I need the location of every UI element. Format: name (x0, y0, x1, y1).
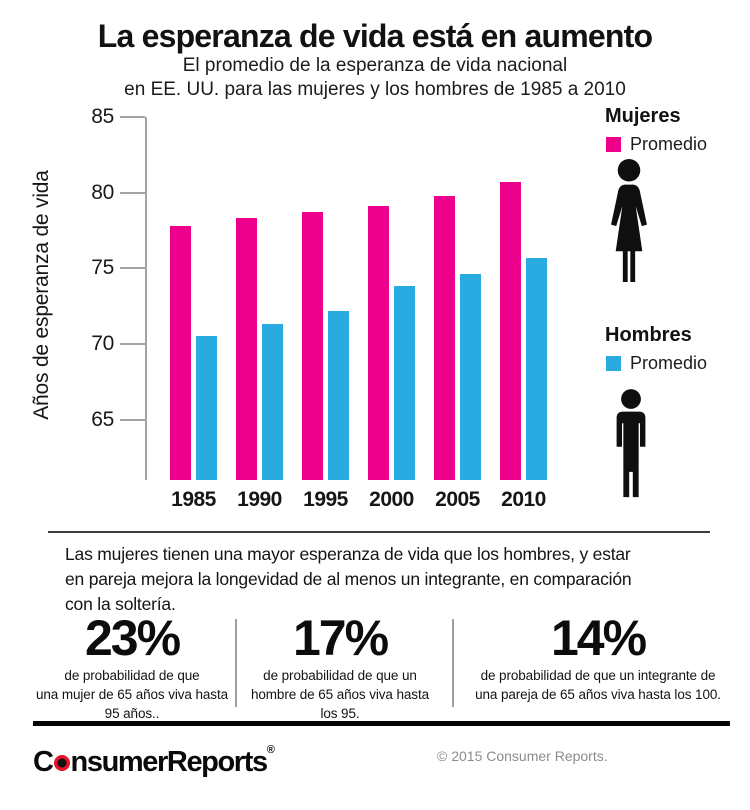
bar-mujeres-1985 (170, 225, 191, 480)
mujeres-color-swatch (606, 137, 621, 152)
stat-desc-line: 95 años.. (104, 706, 160, 721)
bar-hombres-2000 (394, 286, 415, 480)
hombres-color-swatch (606, 356, 621, 371)
y-tick-80 (120, 191, 145, 194)
y-tick-label-80: 80 (91, 180, 114, 204)
stat-desc-line: una mujer de 65 años viva hasta (35, 687, 229, 702)
y-tick-70 (120, 342, 145, 345)
footer-rule (33, 721, 730, 726)
mujeres-swatch-label: Promedio (630, 134, 708, 154)
stat-divider (452, 619, 454, 707)
x-tick-label-1995: 1995 (303, 488, 348, 511)
y-tick-65 (120, 418, 145, 421)
legend-title-hombres: Hombres (605, 324, 692, 346)
bar-mujeres-1995 (302, 212, 323, 480)
bar-hombres-1995 (328, 310, 349, 480)
stat-desc-line: de probabilidad de que un integrante de (480, 668, 716, 683)
stat-desc-line: de probabilidad de que (64, 668, 200, 683)
logo-red-o-icon (53, 755, 70, 771)
stat-divider (235, 619, 237, 707)
stat-value: 14% (550, 610, 647, 666)
x-tick-label-2010: 2010 (501, 488, 546, 511)
y-tick-label-85: 85 (91, 105, 114, 128)
stat-desc-line: de probabilidad de que un (263, 668, 417, 683)
y-tick-label-65: 65 (91, 407, 114, 431)
stat-description: de probabilidad de que un hombre de 65 a… (237, 666, 443, 723)
y-axis-title: Años de esperanza de vida (30, 170, 53, 420)
legend-entry-hombres: Promedio (606, 353, 707, 374)
bar-mujeres-1990 (236, 218, 257, 480)
y-tick-85 (120, 116, 145, 118)
summary-line-2: en pareja mejora la longevidad de al men… (65, 569, 632, 589)
x-tick-label-1990: 1990 (237, 488, 282, 511)
bar-mujeres-2000 (368, 206, 389, 480)
logo-text-end: nsumerReports (70, 746, 269, 778)
x-tick-label-2005: 2005 (435, 488, 480, 511)
stat-man-65-to-95: 17% de probabilidad de que un hombre de … (237, 612, 443, 723)
plot-area: 65 70 75 80 85 1985 1990 1995 2000 2005 2010 (91, 106, 561, 511)
stat-desc-line: los 95. (320, 706, 360, 721)
bar-hombres-2010 (526, 257, 547, 480)
man-icon (616, 389, 646, 498)
summary-line-1: Las mujeres tienen una mayor esperanza d… (65, 544, 631, 564)
y-tick-label-75: 75 (91, 256, 114, 280)
bar-hombres-1985 (196, 336, 217, 480)
subtitle-line-2: en EE. UU. para las mujeres y los hombre… (124, 79, 626, 100)
summary-paragraph: Las mujeres tienen una mayor esperanza d… (65, 542, 632, 617)
hombres-swatch-label: Promedio (630, 353, 708, 373)
bar-hombres-2005 (460, 274, 481, 480)
stat-description: de probabilidad de que un integrante de … (462, 666, 734, 704)
bar-hombres-1990 (262, 324, 283, 480)
legend-entry-mujeres: Promedio (606, 134, 707, 155)
woman-icon (611, 159, 647, 282)
y-tick-label-70: 70 (91, 331, 114, 355)
stat-couple-65-to-100: 14% de probabilidad de que un integrante… (462, 612, 734, 704)
bar-mujeres-2005 (434, 195, 455, 480)
stat-desc-line: hombre de 65 años viva hasta (250, 687, 430, 702)
page-title: La esperanza de vida está en aumento (97, 18, 653, 54)
page-subtitle: El promedio de la esperanza de vida naci… (0, 54, 750, 102)
y-tick-75 (120, 267, 145, 270)
logo-text-start: C (33, 746, 54, 778)
x-tick-label-1985: 1985 (171, 488, 216, 511)
separator-line (48, 531, 710, 533)
stat-description: de probabilidad de que una mujer de 65 a… (32, 666, 232, 723)
stat-desc-line: una pareja de 65 años viva hasta los 100… (475, 687, 721, 702)
stat-woman-65-to-95: 23% de probabilidad de que una mujer de … (32, 612, 232, 723)
copyright-text: © 2015 Consumer Reports. (437, 748, 608, 764)
legend-title-mujeres: Mujeres (605, 105, 681, 127)
summary-line-3: con la soltería. (65, 594, 176, 614)
subtitle-line-1: El promedio de la esperanza de vida naci… (182, 55, 568, 76)
bar-mujeres-2010 (500, 182, 521, 480)
x-tick-label-2000: 2000 (369, 488, 414, 511)
registered-mark: ® (266, 744, 275, 756)
stat-value: 23% (84, 610, 181, 666)
stat-value: 17% (292, 610, 389, 666)
